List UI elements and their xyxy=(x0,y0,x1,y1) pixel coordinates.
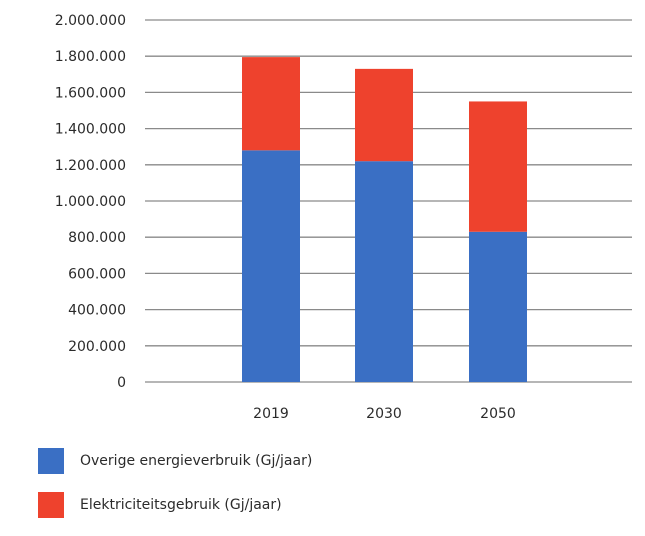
legend-label-overige: Overige energieverbruik (Gj/jaar) xyxy=(80,453,313,469)
y-tick-label: 2.000.000 xyxy=(55,13,126,29)
legend-swatch-overige xyxy=(38,448,64,474)
y-tick-label: 600.000 xyxy=(68,266,126,282)
stacked-bar-chart: 0 200.000 400.000 600.000 800.000 1.000.000 1.… xyxy=(55,13,632,422)
x-tick-label: 2050 xyxy=(480,406,516,422)
y-axis-ticks: 0 200.000 400.000 600.000 800.000 1.000.000 1.… xyxy=(55,13,126,391)
bars xyxy=(242,57,527,382)
y-tick-label: 1.600.000 xyxy=(55,85,126,101)
bar-2030-series-1 xyxy=(355,68,413,162)
x-tick-label: 2030 xyxy=(366,406,402,422)
legend-swatch-elektriciteit xyxy=(38,492,64,518)
legend-item-elektriciteit: Elektriciteitsgebruik (Gj/jaar) xyxy=(38,492,312,518)
x-tick-label: 2019 xyxy=(253,406,289,422)
y-tick-label: 1.800.000 xyxy=(55,49,126,65)
y-tick-label: 1.400.000 xyxy=(55,122,126,138)
legend: Overige energieverbruik (Gj/jaar) Elektr… xyxy=(38,448,312,536)
x-axis-ticks: 2019 2030 2050 xyxy=(253,406,516,422)
bar-2019-series-1 xyxy=(242,57,300,151)
bar-2030-series-0 xyxy=(355,161,413,382)
legend-label-elektriciteit: Elektriciteitsgebruik (Gj/jaar) xyxy=(80,497,282,513)
y-tick-label: 1.000.000 xyxy=(55,194,126,210)
bar-2019-series-0 xyxy=(242,150,300,382)
y-tick-label: 400.000 xyxy=(68,303,126,319)
y-tick-label: 1.200.000 xyxy=(55,158,126,174)
y-tick-label: 800.000 xyxy=(68,230,126,246)
y-tick-label: 0 xyxy=(117,375,126,391)
legend-item-overige: Overige energieverbruik (Gj/jaar) xyxy=(38,448,312,474)
y-tick-label: 200.000 xyxy=(68,339,126,355)
bar-2050-series-0 xyxy=(469,231,527,382)
bar-2050-series-1 xyxy=(469,101,527,232)
